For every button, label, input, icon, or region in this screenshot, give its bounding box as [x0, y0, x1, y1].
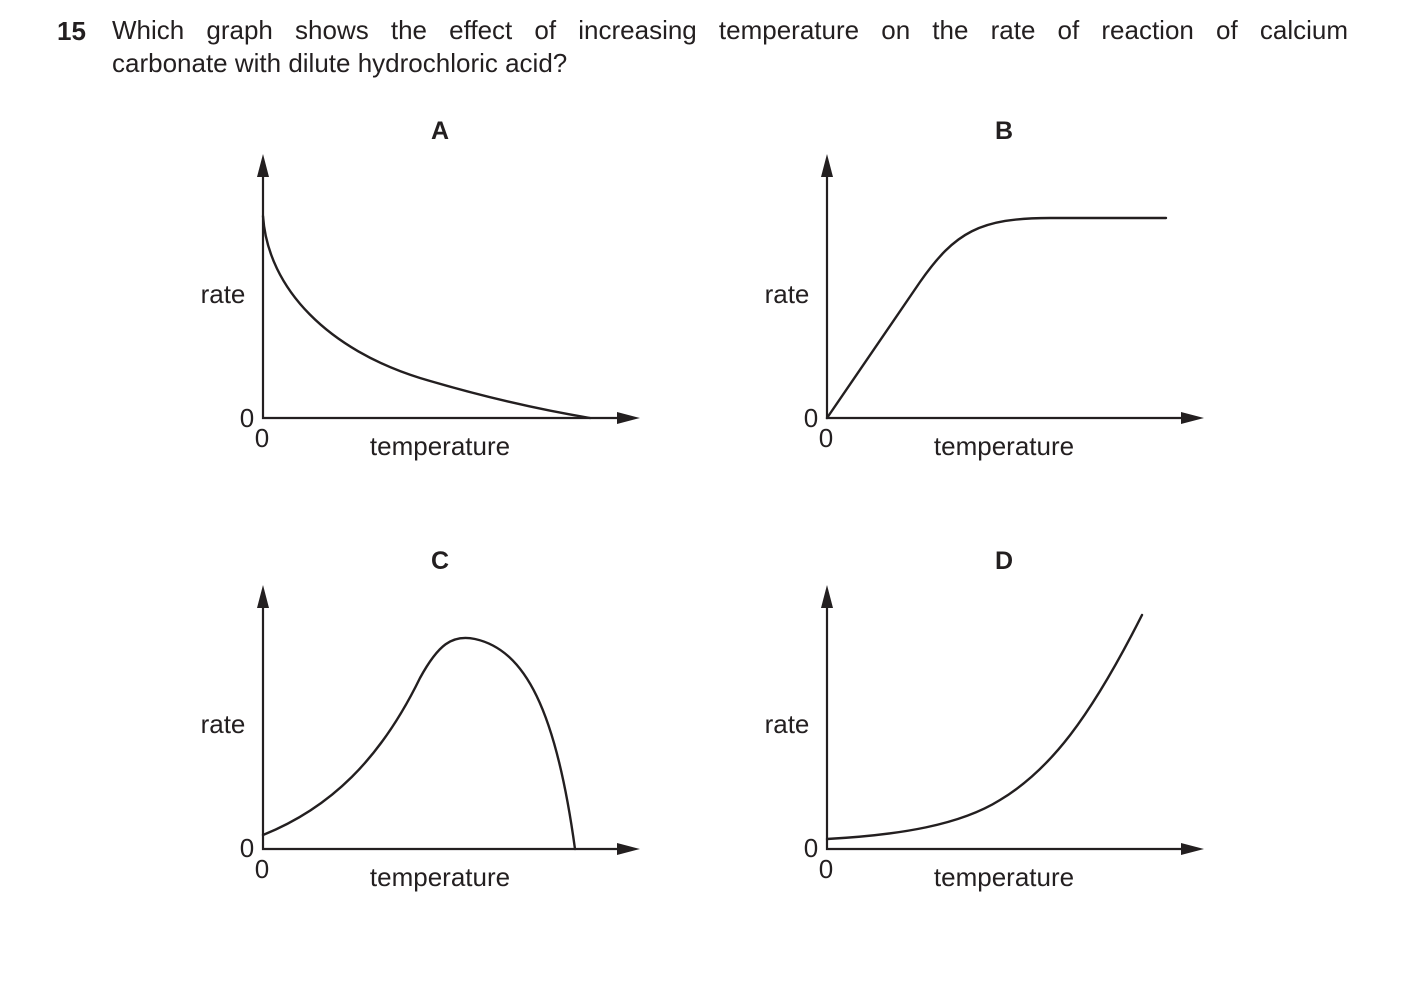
- graph-b-y-axis-arrow: [821, 154, 833, 177]
- graph-a-y-axis-arrow: [257, 154, 269, 177]
- question-text: Which graph shows the effect of increasi…: [112, 14, 1348, 80]
- graph-a-x-axis-arrow: [617, 412, 640, 424]
- graph-d-x-axis-label: temperature: [934, 862, 1074, 892]
- graph-d-y-origin-label: 0: [804, 833, 818, 863]
- graph-b-x-axis-arrow: [1181, 412, 1204, 424]
- graph-c-x-axis-label: temperature: [370, 862, 510, 892]
- graph-c-y-origin-label: 0: [240, 833, 254, 863]
- graph-a-x-origin-label: 0: [255, 423, 269, 453]
- graph-a-axes: [261, 173, 620, 420]
- graph-a-y-origin-label: 0: [240, 403, 254, 433]
- graph-b-y-axis-label: rate: [765, 279, 810, 309]
- question-text-line-1: Which graph shows the effect of increasi…: [112, 15, 1348, 45]
- graph-b-axes: [825, 173, 1184, 420]
- graph-c-curve: [261, 636, 577, 851]
- graph-d-letter: D: [995, 547, 1013, 575]
- graph-d-curve: [825, 613, 1144, 841]
- graph-a-letter: A: [431, 117, 449, 145]
- graph-a-x-axis-label: temperature: [370, 431, 510, 461]
- graph-b-curve: [825, 216, 1168, 420]
- graph-d-x-axis-arrow: [1181, 843, 1204, 855]
- graph-c: C rate temperature 0 0: [201, 547, 640, 892]
- graph-d-axes: [825, 604, 1184, 851]
- graph-b: B rate temperature 0 0: [765, 117, 1204, 461]
- graph-c-x-axis-arrow: [617, 843, 640, 855]
- graph-c-axes: [261, 604, 620, 851]
- graph-a-y-axis-label: rate: [201, 279, 246, 309]
- question-number: 15: [57, 16, 86, 46]
- graph-c-y-axis-arrow: [257, 585, 269, 608]
- graph-c-letter: C: [431, 547, 449, 575]
- graph-b-x-origin-label: 0: [819, 423, 833, 453]
- graph-b-letter: B: [995, 117, 1013, 145]
- graph-d-x-origin-label: 0: [819, 854, 833, 884]
- graph-c-x-origin-label: 0: [255, 854, 269, 884]
- graph-b-x-axis-label: temperature: [934, 431, 1074, 461]
- graph-a-curve: [261, 214, 592, 420]
- question-text-line-2: carbonate with dilute hydrochloric acid?: [112, 48, 568, 78]
- graph-d-y-axis-label: rate: [765, 709, 810, 739]
- graph-d: D rate temperature 0 0: [765, 547, 1204, 892]
- graph-c-y-axis-label: rate: [201, 709, 246, 739]
- graph-a: A rate temperature 0 0: [201, 117, 640, 461]
- graph-d-y-axis-arrow: [821, 585, 833, 608]
- graph-b-y-origin-label: 0: [804, 403, 818, 433]
